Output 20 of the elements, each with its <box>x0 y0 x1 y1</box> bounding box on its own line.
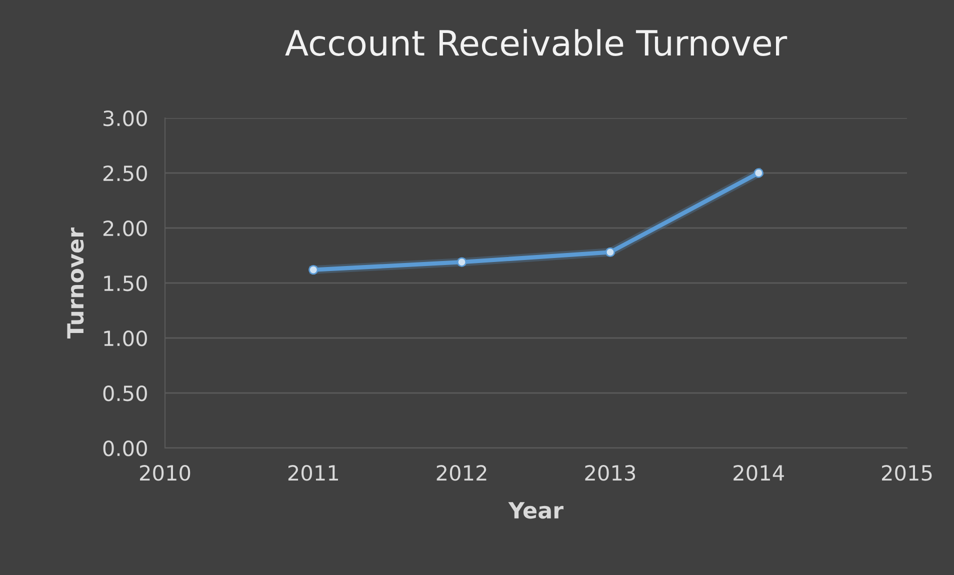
y-tick-label: 2.00 <box>103 220 147 236</box>
chart-title: Account Receivable Turnover <box>285 29 788 56</box>
y-tick-label: 2.50 <box>103 165 147 182</box>
point <box>456 257 467 267</box>
point <box>308 264 318 275</box>
x-tick-label: 2010 <box>140 465 190 481</box>
y-tick-label: 0.00 <box>103 440 147 456</box>
y-tick-label: 0.50 <box>103 385 147 402</box>
x-tick-label: 2014 <box>734 465 784 481</box>
y-axis-title: Turnover <box>67 228 84 338</box>
x-axis-title: Year <box>508 502 564 519</box>
y-tick-label: 3.00 <box>104 110 147 126</box>
x-tick-label: 2012 <box>436 465 486 481</box>
point <box>754 168 764 178</box>
y-tick-label: 1.00 <box>104 330 147 346</box>
x-tick-label: 2011 <box>288 465 338 481</box>
x-tick-label: 2013 <box>585 465 636 481</box>
y-tick-label: 1.50 <box>104 275 147 292</box>
x-tick-label: 2015 <box>882 465 932 481</box>
point <box>605 247 616 258</box>
